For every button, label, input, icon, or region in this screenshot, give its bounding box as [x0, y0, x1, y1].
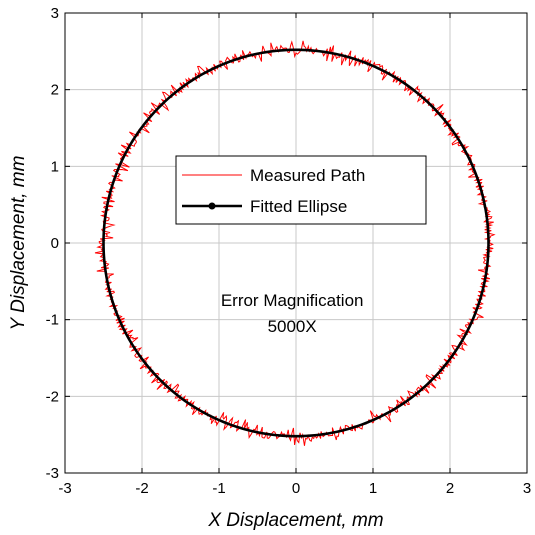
y-tick-label: -2	[46, 388, 59, 405]
y-tick-label: 1	[51, 158, 59, 175]
x-tick-label: -1	[212, 480, 225, 497]
y-tick-label: -1	[46, 312, 59, 329]
x-tick-label: 1	[369, 480, 377, 497]
fitted-ellipse-line	[102, 48, 490, 438]
axis-ticks: -3 -2 -1 0 1 2 3 -3 -2 -1 0 1 2 3	[46, 5, 532, 497]
annotation-line-2: 5000X	[268, 317, 317, 336]
x-tick-label: 3	[523, 480, 531, 497]
plot-frame	[64, 12, 528, 474]
legend-label-measured-path: Measured Path	[250, 166, 365, 185]
x-axis-label: X Displacement, mm	[207, 510, 383, 531]
x-tick-label: 0	[292, 480, 300, 497]
x-tick-label: 2	[446, 480, 454, 497]
legend: Measured Path Fitted Ellipse	[175, 155, 427, 225]
annotation-line-1: Error Magnification	[221, 291, 364, 310]
legend-box	[175, 155, 427, 225]
legend-marker-fitted-ellipse	[208, 202, 216, 210]
y-tick-label: 2	[51, 82, 59, 99]
y-tick-label: -3	[46, 465, 59, 482]
x-tick-label: -2	[135, 480, 148, 497]
legend-label-fitted-ellipse: Fitted Ellipse	[250, 197, 347, 216]
y-tick-label: 3	[51, 5, 59, 22]
x-tick-label: -3	[58, 480, 71, 497]
y-axis-label: Y Displacement, mm	[8, 156, 29, 331]
measured-path-line	[94, 40, 496, 446]
y-tick-label: 0	[51, 235, 59, 252]
series-layer	[94, 40, 496, 446]
